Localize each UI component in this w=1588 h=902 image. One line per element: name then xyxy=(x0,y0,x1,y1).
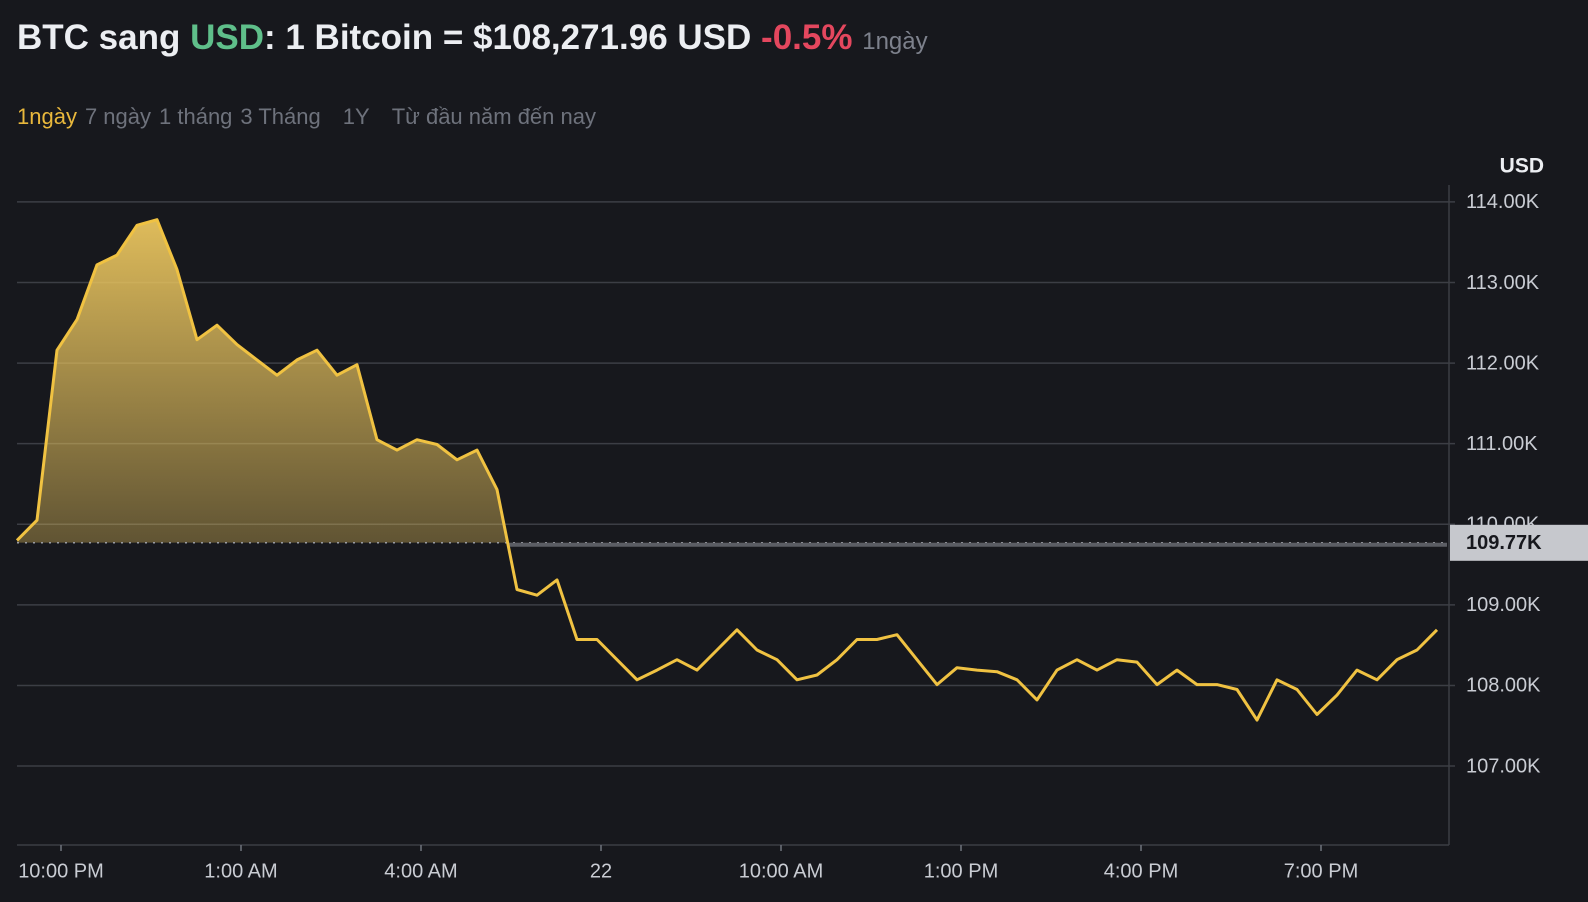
range-tab[interactable]: 7 ngày xyxy=(84,104,152,129)
x-tick-label: 7:00 PM xyxy=(1284,860,1358,882)
x-tick-label: 10:00 AM xyxy=(739,860,824,882)
change-period: 1ngày xyxy=(862,28,928,55)
y-tick-label: 113.00K xyxy=(1466,272,1540,294)
range-tab[interactable]: 1ngày xyxy=(17,104,77,129)
y-tick-label: 107.00K xyxy=(1466,755,1541,777)
range-tabs: 1ngày 7 ngày 1 tháng 3 Tháng 1Y Từ đầu năm đế… xyxy=(17,104,604,130)
area-fill xyxy=(17,219,1437,543)
header-title: BTC sang USD: 1 Bitcoin = $108,271.96 US… xyxy=(17,18,928,58)
range-tab[interactable]: 1Y xyxy=(342,104,370,129)
price-tag-label: 109.77K xyxy=(1466,532,1542,554)
x-tick-label: 4:00 AM xyxy=(384,860,457,882)
x-tick-label: 10:00 PM xyxy=(18,860,104,882)
change: -0.5% xyxy=(761,18,853,57)
price-line xyxy=(15,218,1439,722)
x-tick-label: 1:00 PM xyxy=(924,860,998,882)
y-tick-label: 108.00K xyxy=(1466,675,1541,697)
x-tick-label: 4:00 PM xyxy=(1104,860,1178,882)
quote-currency: USD xyxy=(190,18,264,57)
x-tick-label: 1:00 AM xyxy=(204,860,277,882)
price-tag xyxy=(1450,524,1588,561)
y-tick-label: 109.00K xyxy=(1466,594,1541,616)
y-tick-label: 111.00K xyxy=(1466,433,1538,455)
y-tick-label: 112.00K xyxy=(1466,352,1540,374)
title-part: BTC sang xyxy=(17,18,191,57)
title-part: : 1 Bitcoin = $108,271.96 USD xyxy=(263,18,752,57)
x-tick-label: 22 xyxy=(590,860,612,882)
y-axis-label: USD xyxy=(1500,155,1544,178)
y-tick-label: 114.00K xyxy=(1466,191,1540,213)
range-tab[interactable]: Từ đầu năm đến nay xyxy=(391,104,596,129)
range-tab[interactable]: 3 Tháng xyxy=(240,104,321,129)
range-tab[interactable]: 1 tháng xyxy=(159,104,233,129)
